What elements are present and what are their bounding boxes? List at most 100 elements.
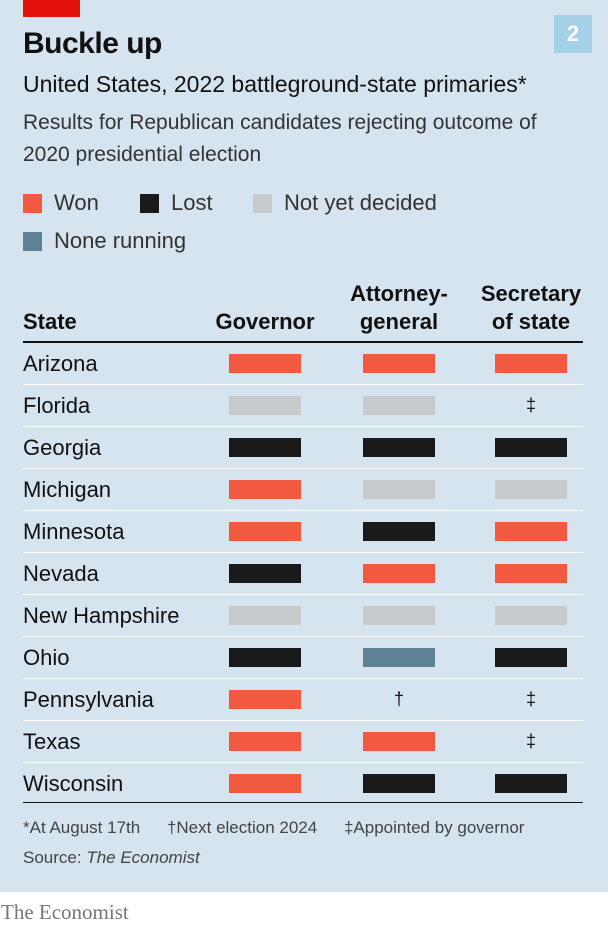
cell-nevada-secretary-of-state bbox=[495, 553, 567, 594]
result-bar-won bbox=[229, 732, 301, 751]
result-bar-won bbox=[229, 354, 301, 373]
cell-new-hampshire-governor bbox=[229, 595, 301, 636]
table-row-michigan: Michigan bbox=[23, 469, 583, 511]
column-header-governor: Governor bbox=[215, 309, 315, 334]
state-name-ohio: Ohio bbox=[23, 645, 70, 670]
footnote-mark: † bbox=[393, 689, 404, 709]
table-row-florida: Florida ‡ bbox=[23, 385, 583, 427]
cell-michigan-attorney-general bbox=[363, 469, 435, 510]
footnote-date: *At August 17th bbox=[23, 818, 141, 837]
table-row-georgia: Georgia bbox=[23, 427, 583, 469]
legend-label-won: Won bbox=[54, 190, 99, 215]
state-name-new-hampshire: New Hampshire bbox=[23, 603, 180, 628]
chart-description: Results for Republican candidates reject… bbox=[23, 111, 537, 166]
results-table: Arizona Florida ‡ Georgia Michigan Minnesota N… bbox=[23, 341, 583, 804]
result-bar-won bbox=[229, 774, 301, 793]
legend-swatch-won bbox=[23, 193, 42, 213]
table-row-texas: Texas ‡ bbox=[23, 721, 583, 763]
legend-item-none-running: None running bbox=[23, 228, 186, 254]
result-bar-lost bbox=[363, 438, 435, 457]
cell-minnesota-secretary-of-state bbox=[495, 511, 567, 552]
legend-item-undecided: Not yet decided bbox=[253, 190, 437, 216]
cell-arizona-attorney-general bbox=[363, 343, 435, 384]
result-bar-lost bbox=[363, 774, 435, 793]
footnote-next-election: †Next election 2024 bbox=[166, 818, 318, 837]
result-bar-won bbox=[363, 732, 435, 751]
chart-panel: 2 Buckle up United States, 2022 battlegr… bbox=[0, 0, 608, 892]
result-bar-lost bbox=[363, 522, 435, 541]
footnote-mark: ‡ bbox=[525, 395, 536, 415]
footnote-appointed: ‡Appointed by governor bbox=[343, 818, 525, 837]
legend-swatch-none-running bbox=[23, 231, 42, 251]
table-bottom-rule bbox=[23, 802, 583, 803]
cell-wisconsin-governor bbox=[229, 763, 301, 804]
result-bar-lost bbox=[229, 564, 301, 583]
result-bar-lost bbox=[495, 648, 567, 667]
cell-minnesota-attorney-general bbox=[363, 511, 435, 552]
state-name-minnesota: Minnesota bbox=[23, 519, 125, 544]
legend-item-lost: Lost bbox=[140, 190, 213, 216]
source-prefix: Source: bbox=[23, 848, 87, 867]
state-name-wisconsin: Wisconsin bbox=[23, 771, 124, 796]
result-bar-won bbox=[229, 690, 301, 709]
result-bar-lost bbox=[495, 438, 567, 457]
result-bar-won bbox=[495, 564, 567, 583]
cell-georgia-governor bbox=[229, 427, 301, 468]
legend-item-won: Won bbox=[23, 190, 99, 216]
source-note: Source: The Economist bbox=[23, 848, 200, 868]
cell-pennsylvania-attorney-general: † bbox=[363, 679, 435, 720]
legend-swatch-undecided bbox=[253, 193, 272, 213]
result-bar-undecided bbox=[363, 606, 435, 625]
chart-subtitle: United States, 2022 battleground-state p… bbox=[23, 71, 527, 97]
cell-texas-secretary-of-state: ‡ bbox=[495, 721, 567, 762]
column-header-secretary-of-state: Secretary of state bbox=[480, 281, 582, 334]
cell-florida-secretary-of-state: ‡ bbox=[495, 385, 567, 426]
cell-minnesota-governor bbox=[229, 511, 301, 552]
table-row-wisconsin: Wisconsin bbox=[23, 763, 583, 804]
footnote-mark: ‡ bbox=[525, 689, 536, 709]
table-header: State Governor Attorney-general Secretar… bbox=[23, 278, 583, 340]
result-bar-undecided bbox=[229, 606, 301, 625]
cell-arizona-secretary-of-state bbox=[495, 343, 567, 384]
cell-michigan-secretary-of-state bbox=[495, 469, 567, 510]
cell-wisconsin-attorney-general bbox=[363, 763, 435, 804]
column-header-state: State bbox=[23, 309, 77, 334]
cell-texas-governor bbox=[229, 721, 301, 762]
cell-new-hampshire-secretary-of-state bbox=[495, 595, 567, 636]
legend-label-none-running: None running bbox=[54, 228, 187, 253]
state-name-pennsylvania: Pennsylvania bbox=[23, 687, 154, 712]
cell-pennsylvania-governor bbox=[229, 679, 301, 720]
legend-label-undecided: Not yet decided bbox=[284, 190, 437, 215]
chart-title: Buckle up bbox=[23, 27, 162, 60]
table-row-arizona: Arizona bbox=[23, 343, 583, 385]
cell-ohio-governor bbox=[229, 637, 301, 678]
cell-michigan-governor bbox=[229, 469, 301, 510]
cell-georgia-secretary-of-state bbox=[495, 427, 567, 468]
result-bar-won bbox=[229, 480, 301, 499]
result-bar-undecided bbox=[495, 480, 567, 499]
brand-red-tab bbox=[23, 0, 80, 17]
footnotes: *At August 17th †Next election 2024 ‡App… bbox=[23, 818, 593, 838]
chart-number-badge: 2 bbox=[554, 15, 592, 53]
table-row-new-hampshire: New Hampshire bbox=[23, 595, 583, 637]
cell-new-hampshire-attorney-general bbox=[363, 595, 435, 636]
state-name-texas: Texas bbox=[23, 729, 81, 754]
brand-logo-text: The Economist bbox=[1, 900, 129, 924]
state-name-nevada: Nevada bbox=[23, 561, 99, 586]
cell-ohio-attorney-general bbox=[363, 637, 435, 678]
result-bar-won bbox=[363, 564, 435, 583]
result-bar-won bbox=[229, 522, 301, 541]
table-row-minnesota: Minnesota bbox=[23, 511, 583, 553]
cell-florida-attorney-general bbox=[363, 385, 435, 426]
state-name-florida: Florida bbox=[23, 393, 91, 418]
result-bar-lost bbox=[229, 438, 301, 457]
result-bar-won bbox=[495, 354, 567, 373]
cell-texas-attorney-general bbox=[363, 721, 435, 762]
cell-nevada-attorney-general bbox=[363, 553, 435, 594]
table-row-nevada: Nevada bbox=[23, 553, 583, 595]
state-name-arizona: Arizona bbox=[23, 351, 98, 376]
cell-wisconsin-secretary-of-state bbox=[495, 763, 567, 804]
footnote-mark: ‡ bbox=[525, 731, 536, 751]
cell-arizona-governor bbox=[229, 343, 301, 384]
source-name: The Economist bbox=[86, 848, 200, 867]
